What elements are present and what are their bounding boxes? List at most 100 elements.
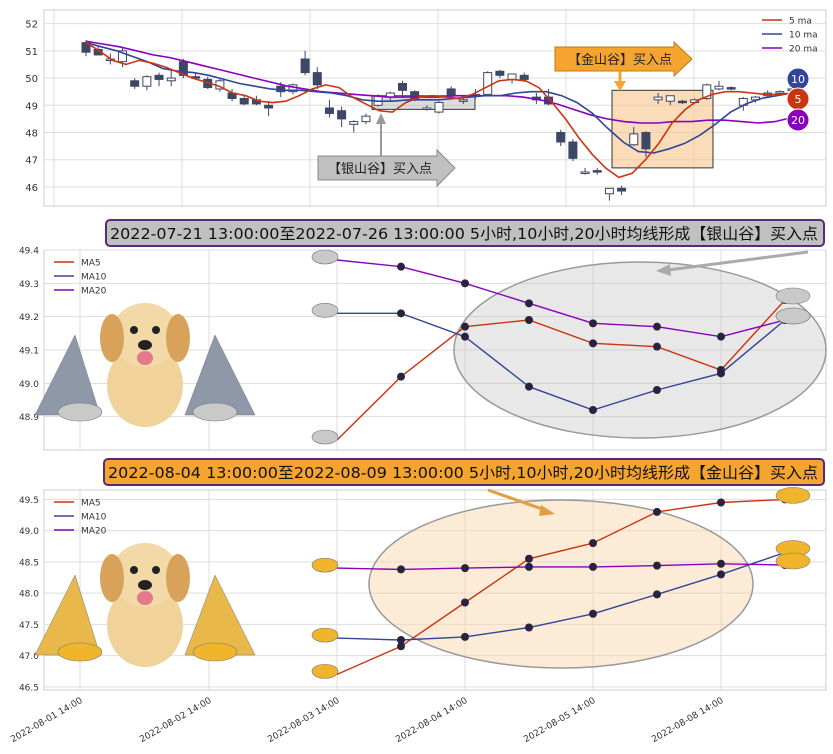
series-point-ma20: [525, 299, 533, 308]
series-point-ma20: [717, 559, 725, 568]
silver-pointer-head: [376, 113, 386, 124]
candle-body: [361, 115, 371, 123]
panel3-ytick-label: 49.5: [19, 496, 39, 506]
ingot-start-icon: [311, 303, 339, 318]
panel1-ytick-label: 51: [25, 47, 38, 58]
candle-body: [458, 99, 468, 102]
xtick-label: 2022-08-02 14:00: [138, 696, 213, 745]
candle-body: [665, 95, 675, 102]
xtick-label: 2022-08-05 14:00: [522, 696, 597, 745]
panel2-ytick-label: 49.0: [19, 380, 39, 390]
series-point-ma10: [461, 632, 469, 641]
panel1-ytick-label: 49: [25, 101, 38, 112]
silver-ellipse-pointer: [667, 250, 809, 272]
panel3-ytick-label: 47.0: [19, 652, 39, 662]
legend-label-ma10: 10 ma: [789, 31, 818, 41]
candle-body: [166, 77, 176, 82]
series-point-ma10: [525, 623, 533, 632]
panel2-ytick-label: 49.4: [19, 247, 39, 257]
series-point-ma20: [589, 319, 597, 328]
puppy-tongue: [137, 351, 153, 365]
series-line-ma20: [336, 259, 786, 338]
ingot-icon: [192, 402, 238, 422]
puppy-nose: [138, 580, 152, 590]
ingot-icon: [57, 642, 103, 662]
mascot-illustration: [34, 303, 256, 427]
series-point-ma10: [525, 382, 533, 391]
candle-body: [507, 73, 517, 80]
series-point-ma5: [653, 507, 661, 516]
xtick-label: 2022-08-01 14:00: [9, 696, 84, 745]
mascot-illustration: [34, 543, 256, 667]
panel3-ytick-label: 46.5: [19, 683, 39, 693]
gold-ellipse-pointer: [487, 488, 546, 512]
candle-body: [118, 50, 128, 63]
panel1-ytick-label: 47: [25, 156, 38, 167]
ingot-end-icon: [775, 287, 811, 305]
legend-label-ma10: MA10: [81, 273, 107, 283]
legend-label-ma5: MA5: [81, 499, 101, 509]
ingot-icon: [57, 402, 103, 422]
puppy-eye: [130, 326, 138, 334]
series-point-ma5: [653, 342, 661, 351]
candle-body: [312, 72, 322, 86]
panel-title-box: [103, 458, 825, 486]
series-line-ma10: [337, 312, 786, 411]
legend-label-ma20: 20 ma: [789, 45, 818, 55]
puppy-ear: [166, 314, 190, 362]
highlight-ellipse: [368, 499, 754, 669]
panel1-ytick-label: 52: [25, 20, 38, 31]
series-point-ma10: [397, 636, 405, 644]
xtick-label: 2022-08-08 14:00: [650, 696, 725, 745]
silver-arrow-label: 【银山谷】买入点: [328, 162, 432, 177]
series-point-ma20: [461, 564, 469, 573]
series-point-ma20: [525, 562, 533, 571]
ma10-line: [85, 41, 793, 154]
candle-body: [397, 83, 407, 91]
candle-body: [142, 76, 152, 87]
puppy-nose: [138, 340, 152, 350]
candle-body: [641, 132, 651, 150]
candle-body: [178, 61, 188, 76]
candle-body: [337, 110, 347, 120]
series-point-ma5: [397, 372, 405, 381]
puppy-head: [111, 543, 179, 607]
gold-ellipse-pointer-head: [539, 505, 555, 516]
legend-label-ma5: MA5: [81, 259, 101, 269]
series-point-ma5: [589, 539, 597, 548]
puppy-body: [107, 343, 183, 427]
candle-body: [434, 102, 444, 113]
silver-arrow: [317, 148, 456, 188]
gold-valley-box: [611, 89, 714, 169]
candle-body: [714, 85, 724, 90]
series-point-ma10: [461, 332, 469, 341]
ma5-line: [85, 42, 793, 179]
panel-title: 2022-07-21 13:00:00至2022-07-26 13:00:00 …: [110, 225, 818, 243]
series-point-ma20: [461, 279, 469, 288]
series-point-ma20: [589, 562, 597, 571]
candle-body: [726, 87, 736, 90]
candle-body: [239, 97, 249, 105]
panel2-ytick-label: 49.1: [19, 347, 39, 357]
puppy-body: [107, 583, 183, 667]
gold-pointer-head: [614, 81, 626, 91]
xtick-label: 2022-08-03 14:00: [266, 696, 341, 745]
candle-body: [568, 141, 578, 159]
panel1-ytick-label: 50: [25, 74, 38, 85]
panel1-ytick-label: 48: [25, 129, 38, 140]
panel2-ytick-label: 49.2: [19, 313, 39, 323]
series-point-ma20: [653, 322, 661, 331]
legend-label-ma10: MA10: [81, 513, 107, 523]
puppy-ear: [100, 554, 124, 602]
panel-title-box: [105, 219, 825, 247]
badge-label-ma10: 10: [791, 73, 805, 86]
puppy-ear: [100, 314, 124, 362]
panel2-ytick-label: 48.9: [19, 413, 39, 423]
candle-body: [81, 42, 91, 53]
candle-body: [580, 171, 590, 174]
panel2-ytick-label: 49.3: [19, 280, 39, 290]
series-point-ma10: [717, 369, 725, 378]
candle-body: [519, 74, 529, 80]
series-line-ma10: [336, 551, 786, 641]
